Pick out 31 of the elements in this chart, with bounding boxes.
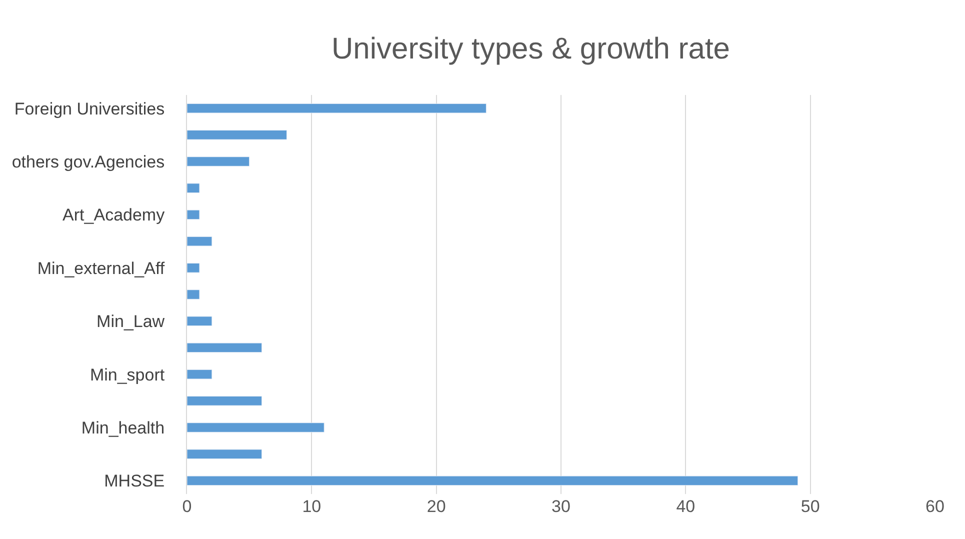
chart-title: University types & growth rate <box>332 32 730 66</box>
x-tick-label: 30 <box>552 497 570 516</box>
x-tick-label: 60 <box>926 497 944 516</box>
bar <box>187 183 200 194</box>
bar <box>187 396 262 406</box>
bar <box>187 449 262 460</box>
x-tick-label: 50 <box>800 497 820 516</box>
bar <box>187 210 200 220</box>
x-tick-label: 0 <box>182 497 192 516</box>
y-tick-label: Art_Academy <box>62 206 166 225</box>
bar <box>187 263 200 273</box>
y-tick-label: Min_health <box>81 418 165 438</box>
bar <box>187 130 287 140</box>
bar <box>187 236 212 246</box>
bar <box>187 342 262 353</box>
bar <box>187 422 324 432</box>
y-tick-label: Min_external_Aff <box>37 258 165 278</box>
bar <box>187 290 200 300</box>
y-tick-label: Min_Law <box>96 312 166 332</box>
bar <box>187 316 212 326</box>
y-tick-label: others gov.Agencies <box>12 152 165 172</box>
bar <box>187 156 250 166</box>
bar <box>187 476 798 486</box>
bar <box>187 369 212 380</box>
bar <box>187 103 486 114</box>
x-tick-label: 20 <box>426 497 446 516</box>
y-tick-label: Foreign Universities <box>14 99 165 118</box>
x-tick-label: 40 <box>676 497 696 516</box>
y-tick-label: MHSSE <box>104 472 165 491</box>
y-tick-label: Min_sport <box>90 365 165 384</box>
x-tick-label: 10 <box>302 497 322 516</box>
